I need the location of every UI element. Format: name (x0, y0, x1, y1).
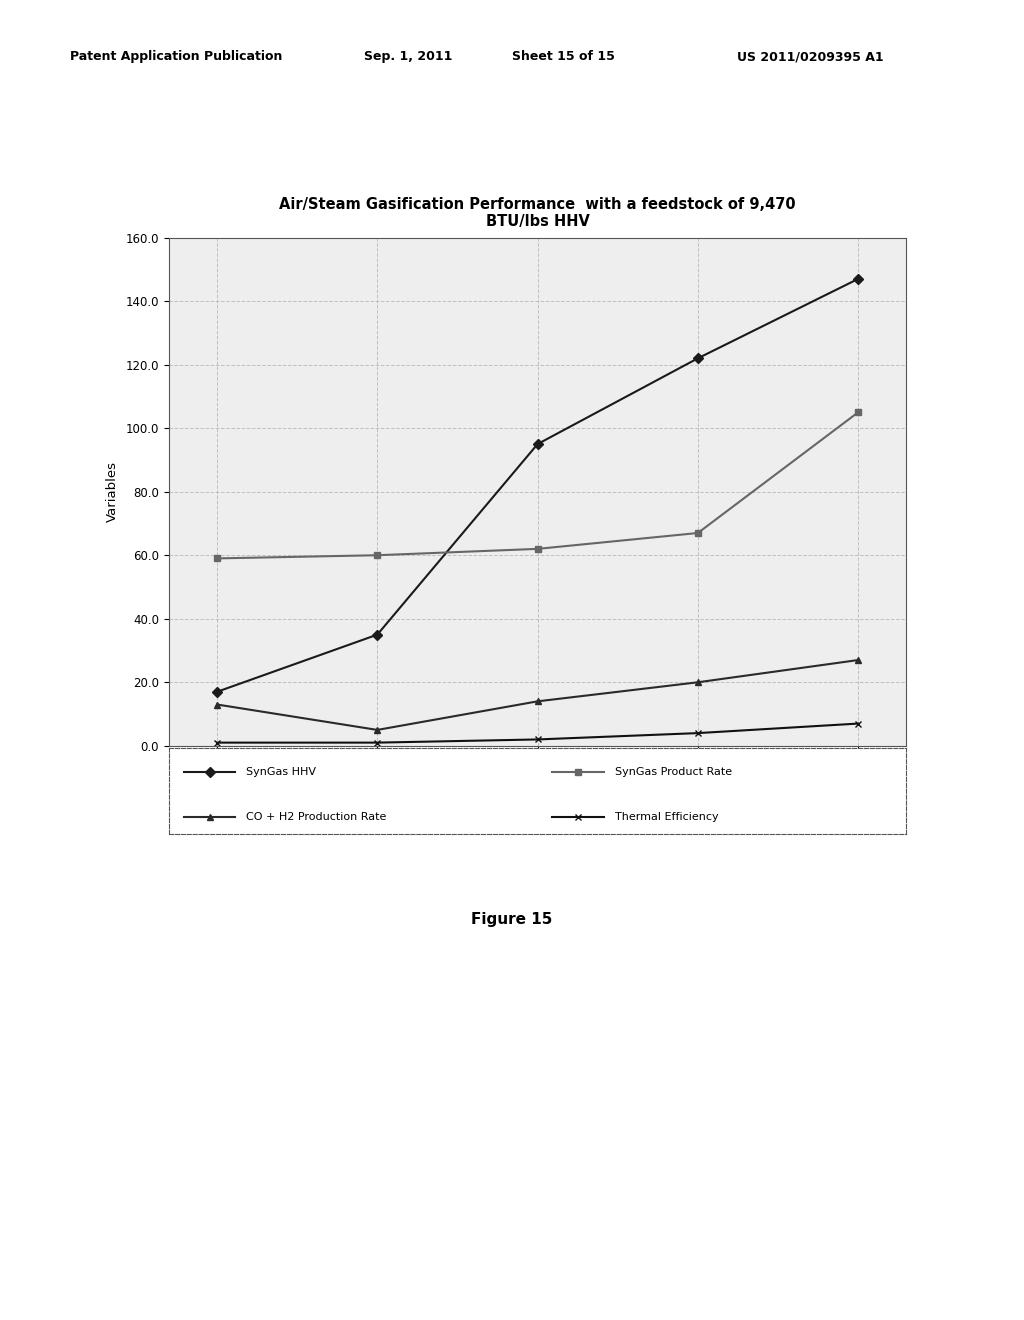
Text: SynGas Product Rate: SynGas Product Rate (615, 767, 732, 777)
Title: Air/Steam Gasification Performance  with a feedstock of 9,470
BTU/lbs HHV: Air/Steam Gasification Performance with … (280, 197, 796, 230)
Text: Sheet 15 of 15: Sheet 15 of 15 (512, 50, 614, 63)
X-axis label: Carbon (C)/Hydrogen (H) Content (wt%): Carbon (C)/Hydrogen (H) Content (wt%) (404, 775, 671, 788)
Text: Patent Application Publication: Patent Application Publication (70, 50, 282, 63)
Text: CO + H2 Production Rate: CO + H2 Production Rate (247, 812, 387, 822)
Text: US 2011/0209395 A1: US 2011/0209395 A1 (737, 50, 884, 63)
Y-axis label: Variables: Variables (105, 461, 119, 523)
Text: Sep. 1, 2011: Sep. 1, 2011 (364, 50, 452, 63)
Text: SynGas HHV: SynGas HHV (247, 767, 316, 777)
Text: Figure 15: Figure 15 (471, 912, 553, 927)
Text: Thermal Efficiency: Thermal Efficiency (615, 812, 719, 822)
